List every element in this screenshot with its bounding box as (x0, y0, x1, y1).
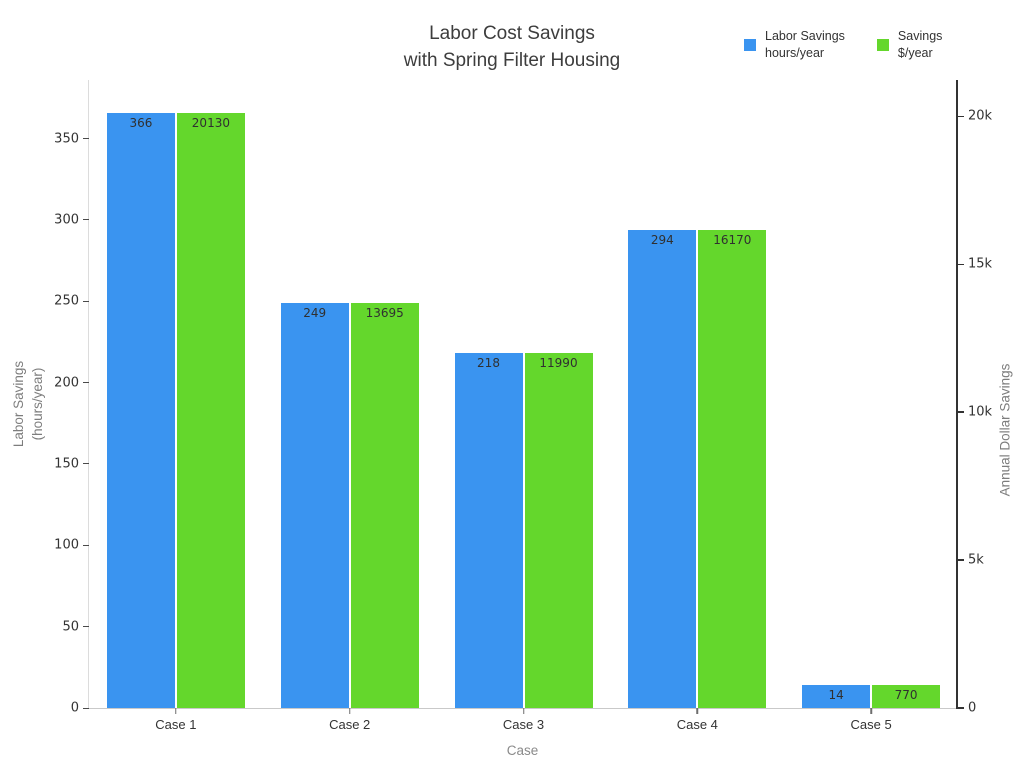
left-axis-title: Labor Savings (hours/year) (11, 360, 45, 448)
bar-value-label: 366 (129, 115, 153, 130)
left-axis-tick-label: 200 (54, 375, 79, 391)
bar-value-label: 249 (303, 305, 327, 320)
left-axis-tick-label: 0 (70, 700, 79, 716)
bar-dollars: 20130 (176, 112, 245, 708)
x-axis-tick-label: Case 1 (155, 717, 197, 732)
x-axis-tick-label: Case 3 (502, 717, 545, 732)
bar-value-label: 11990 (539, 356, 578, 371)
left-axis-tick (83, 707, 89, 709)
left-axis-tick (83, 138, 89, 140)
left-axis-tick-label: 350 (54, 131, 79, 147)
bar-dollars: 13695 (350, 302, 419, 708)
left-axis-tick (83, 544, 89, 546)
legend: Labor Savings hours/year Savings $/year (744, 28, 942, 62)
right-axis-title: Annual Dollar Savings (997, 363, 1013, 497)
legend-item-dollar-savings: Savings $/year (876, 28, 943, 62)
bar-dollars: 11990 (524, 353, 593, 708)
right-axis-tick (958, 707, 964, 709)
right-axis-tick (958, 115, 964, 118)
chart-title: Labor Cost Savings with Spring Filter Ho… (403, 23, 621, 71)
right-axis-tick (958, 411, 964, 413)
left-axis-tick (83, 219, 89, 221)
left-axis-tick-label: 150 (54, 456, 79, 472)
legend-swatch-green-icon (876, 39, 889, 51)
legend-label: Savings $/year (897, 29, 943, 60)
bar-value-label: 16170 (713, 232, 752, 247)
x-axis-tick (696, 708, 699, 714)
bar-dollars: 770 (872, 685, 941, 708)
bar-value-label: 294 (650, 232, 674, 247)
right-axis-spine (956, 80, 958, 709)
bar-value-label: 14 (828, 688, 844, 703)
bar-hours: 366 (106, 112, 175, 708)
left-axis-tick (83, 382, 89, 384)
bar-hours: 218 (454, 353, 523, 708)
bar-value-label: 20130 (191, 115, 230, 130)
right-axis-tick-label: 5k (968, 552, 984, 568)
left-axis-tick-label: 250 (54, 293, 79, 309)
left-axis-tick (83, 300, 89, 302)
right-axis-tick (958, 263, 964, 266)
x-axis-tick-label: Case 2 (329, 717, 371, 732)
bar-hours: 14 (802, 685, 871, 708)
x-axis-tick (522, 708, 525, 714)
plot-area: 0 50 100 150 200 250 300 350 0 5k 10k 15k 20k Case 1 3… (54, 80, 992, 732)
x-axis-tick-label: Case 4 (676, 717, 718, 732)
x-axis-title: Case (506, 743, 539, 758)
left-axis-tick-label: 50 (62, 619, 79, 635)
x-axis-tick-label: Case 5 (850, 717, 892, 732)
left-axis-tick (83, 626, 89, 628)
right-axis-tick-label: 0 (968, 700, 977, 716)
bar-value-label: 218 (477, 356, 500, 371)
right-axis-tick (958, 559, 964, 561)
bar-hours: 294 (628, 229, 697, 708)
left-axis-tick-label: 300 (54, 212, 79, 228)
bar-value-label: 770 (894, 688, 918, 703)
x-axis-tick (348, 708, 351, 714)
right-axis-tick-label: 20k (968, 108, 993, 124)
x-axis-tick (175, 708, 177, 714)
bar-hours: 249 (280, 302, 349, 708)
bar-dollars: 16170 (698, 229, 767, 708)
legend-item-labor-hours: Labor Savings hours/year (744, 28, 845, 62)
x-axis-tick (870, 708, 872, 714)
right-axis-tick-label: 10k (968, 404, 993, 420)
legend-swatch-blue-icon (744, 39, 756, 51)
right-axis-tick-label: 15k (968, 256, 993, 272)
bar-value-label: 13695 (365, 305, 404, 320)
left-axis-tick-label: 100 (54, 537, 79, 553)
left-axis-tick (83, 463, 89, 465)
legend-label: Labor Savings hours/year (765, 29, 845, 60)
